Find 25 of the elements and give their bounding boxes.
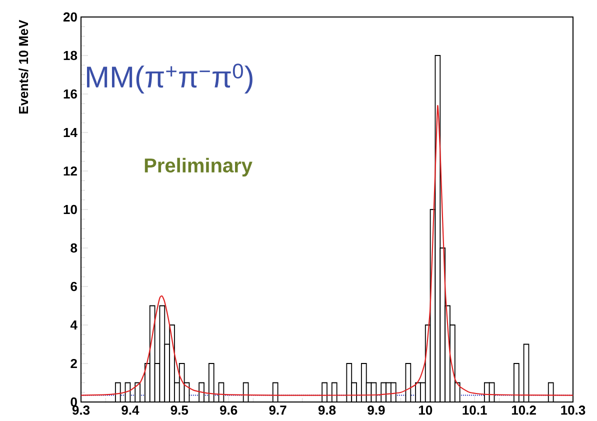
annotation: MM(π$^{+}$π$^{−}$π$^{0}$) [86,64,252,94]
y-tick-label: 10 [64,204,77,214]
y-tick-label: 4 [70,320,78,330]
x-tick-label: 9.4 [122,406,140,415]
x-tick-label: 9.5 [170,406,188,415]
x-tick-label: 10 [418,406,432,415]
x-tick-label: 9.7 [269,406,286,415]
y-tick-label: 2 [70,358,77,368]
y-tick-label: 6 [70,282,77,292]
annotation: Preliminary [144,158,252,176]
x-tick-label: 9.6 [220,406,238,415]
x-tick-label: 10.1 [462,406,487,415]
x-tick-label: 9.8 [318,406,336,415]
y-tick-label: 8 [70,243,78,253]
y-tick-label: 16 [64,89,77,99]
y-tick-label: 20 [63,12,77,22]
y-tick-label: 0 [70,397,77,407]
x-tick-label: 10.3 [561,406,586,415]
x-tick-label: 10.2 [512,406,536,415]
y-tick-label: 12 [64,166,77,176]
y-tick-label: 14 [64,128,78,137]
x-tick-label: 9.3 [72,406,90,415]
x-tick-label: 9.9 [368,406,385,415]
y-axis-title: Events/ 10 MeV [18,20,28,114]
y-tick-label: 18 [64,50,78,60]
